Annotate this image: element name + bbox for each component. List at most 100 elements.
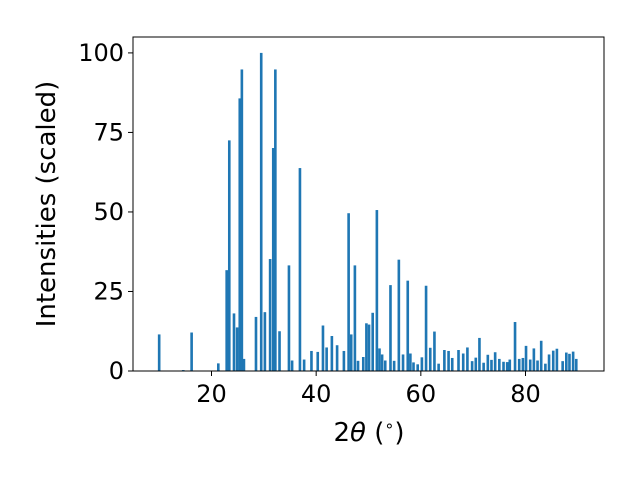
bar [378, 348, 381, 371]
bar [325, 347, 328, 371]
bar [365, 323, 368, 371]
bar [420, 357, 424, 371]
bar [217, 363, 220, 371]
bar [190, 332, 193, 371]
bar [536, 360, 539, 371]
bar [524, 345, 528, 371]
bar [568, 353, 571, 371]
bar [347, 213, 350, 371]
bar [238, 98, 242, 371]
bar [259, 52, 263, 372]
bar [416, 364, 419, 371]
bar [263, 312, 267, 371]
bar [302, 359, 306, 371]
bar [532, 348, 536, 371]
bar [551, 350, 555, 371]
bar [493, 352, 497, 371]
bar [437, 363, 440, 371]
bar [443, 350, 446, 371]
bar [227, 140, 231, 371]
bar [367, 324, 371, 371]
bar [428, 347, 432, 371]
bars-group [157, 52, 578, 372]
bar [461, 353, 465, 371]
bar [389, 285, 392, 371]
bar [466, 347, 469, 371]
bar [412, 362, 415, 371]
bar [571, 351, 575, 371]
bar [517, 358, 521, 371]
bar [232, 313, 236, 371]
bar [225, 270, 228, 371]
bar [392, 360, 396, 371]
bar [271, 148, 275, 371]
bar [470, 361, 474, 371]
bar [268, 259, 272, 371]
bar [316, 351, 320, 371]
bar [401, 354, 405, 371]
bar [544, 363, 547, 371]
plot-frame [132, 36, 605, 372]
y-tick-label: 25 [93, 277, 124, 305]
bar [254, 316, 258, 371]
y-tick-label: 0 [109, 357, 124, 385]
bar [290, 360, 294, 371]
y-tick-label: 75 [93, 118, 124, 146]
bar [235, 327, 239, 371]
bar [371, 312, 374, 371]
bar [310, 350, 313, 371]
bar [335, 345, 339, 371]
bar [482, 362, 485, 371]
bar [555, 348, 559, 371]
bar [424, 285, 428, 371]
bar [486, 354, 490, 371]
bar [287, 265, 291, 371]
bar [457, 350, 460, 371]
bar [450, 357, 454, 371]
x-tick-label: 60 [406, 380, 437, 408]
bar [356, 360, 360, 371]
x-tick-label: 80 [510, 380, 541, 408]
bar [565, 352, 568, 371]
bar [561, 361, 564, 371]
bar [330, 336, 334, 371]
bar [508, 359, 512, 371]
bar [490, 359, 493, 371]
bar [375, 210, 379, 371]
bar [528, 359, 532, 371]
bar [278, 331, 281, 371]
bar [240, 69, 244, 371]
bar [502, 361, 505, 371]
bar [321, 325, 325, 371]
bar [383, 360, 387, 371]
bar [521, 357, 525, 371]
bar [447, 350, 450, 371]
bar [547, 354, 551, 371]
bar [539, 340, 543, 371]
bar [474, 357, 478, 371]
bar [342, 350, 346, 371]
bar [409, 353, 412, 371]
bar [157, 334, 161, 371]
y-tick-label: 100 [78, 39, 124, 67]
x-tick-label: 20 [196, 380, 227, 408]
bar [298, 168, 302, 371]
bar [505, 362, 509, 371]
bar [498, 358, 501, 371]
bar [353, 265, 357, 371]
bar [380, 354, 384, 371]
x-axis-ticks: 20 40 60 80 [196, 371, 541, 408]
bar [274, 69, 277, 371]
bar [361, 357, 365, 371]
bar [406, 280, 410, 371]
bar [574, 358, 578, 371]
bar [513, 322, 517, 371]
x-tick-label: 40 [301, 380, 332, 408]
y-axis-ticks: 0 25 50 75 100 [78, 39, 133, 385]
x-axis-label: 2θ (∘) [333, 416, 404, 448]
bar [397, 259, 401, 371]
y-axis-label: Intensities (scaled) [32, 81, 62, 328]
bar [478, 337, 481, 371]
y-tick-label: 50 [93, 198, 124, 226]
